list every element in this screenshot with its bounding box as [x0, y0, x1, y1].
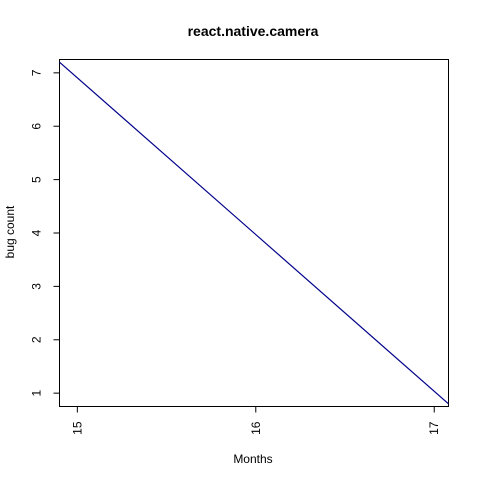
chart-title: react.native.camera	[188, 23, 319, 39]
x-tick-label: 16	[249, 421, 263, 435]
y-tick-label: 4	[30, 229, 44, 236]
x-axis-label: Months	[233, 452, 272, 466]
x-tick-label: 15	[70, 421, 84, 435]
y-tick-label: 5	[30, 176, 44, 183]
y-tick-label: 7	[30, 69, 44, 76]
y-axis-label: bug count	[3, 205, 17, 258]
y-tick-label: 2	[30, 336, 44, 343]
y-tick-label: 6	[30, 123, 44, 130]
x-tick-label: 17	[427, 421, 441, 435]
y-tick-label: 1	[30, 389, 44, 396]
y-tick-label: 3	[30, 283, 44, 290]
